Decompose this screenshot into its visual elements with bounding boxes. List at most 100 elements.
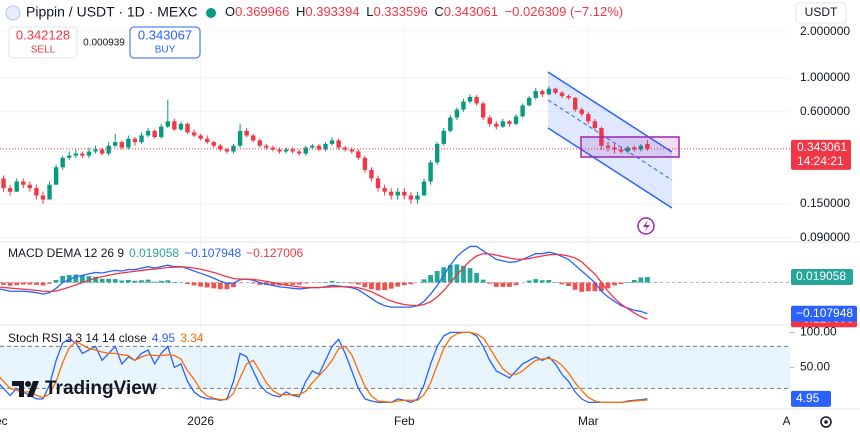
histogram-bar — [362, 282, 368, 288]
candle-body — [586, 114, 591, 122]
histogram-bar — [323, 281, 328, 283]
candle-body — [27, 184, 33, 189]
band-background — [0, 346, 790, 389]
histogram-bar — [329, 281, 335, 283]
histogram-bar — [605, 282, 611, 289]
ohlc-label: C — [434, 4, 443, 19]
candle-body — [434, 143, 440, 163]
candle-body — [99, 149, 105, 154]
candle-body — [356, 151, 361, 158]
candle-body — [53, 167, 59, 185]
ohlc-value: 0.369966 — [235, 4, 289, 19]
histogram-bar — [618, 282, 624, 284]
candle-body — [618, 149, 624, 152]
histogram-bar — [7, 282, 13, 286]
rectangle-drawing[interactable] — [580, 136, 680, 158]
candle-body — [283, 149, 289, 152]
currency-button[interactable] — [795, 2, 847, 24]
candle-body — [362, 157, 368, 170]
candle-body — [86, 151, 92, 156]
candle-body — [572, 97, 578, 110]
value-label: 4.95 — [796, 391, 820, 405]
sell-button[interactable] — [8, 26, 78, 59]
candle-body — [487, 117, 492, 124]
candle-body — [316, 145, 322, 150]
histogram-bar — [539, 280, 545, 283]
histogram-bar — [211, 282, 217, 289]
candle-body — [277, 149, 282, 152]
histogram-bar — [461, 265, 466, 283]
indicator-line — [0, 253, 648, 320]
candle-body — [303, 147, 308, 154]
histogram-bar — [296, 282, 302, 285]
candle-body — [93, 149, 98, 152]
indicator-value: 0.019058 — [129, 246, 179, 260]
value-label-box — [791, 269, 853, 286]
candle-body — [645, 143, 650, 149]
histogram-bar — [408, 282, 414, 285]
x-tick-label: Mar — [578, 414, 599, 428]
channel-upper — [547, 71, 673, 153]
candle-body — [428, 162, 433, 182]
ohlc-legend: O0.369966 H0.393394 L0.333596 C0.343061 … — [225, 4, 623, 19]
candle-body — [612, 147, 617, 150]
buy-button[interactable] — [129, 26, 201, 59]
buy-label: BUY — [155, 45, 176, 56]
change: −0.026309 (−7.12%) — [505, 4, 624, 19]
candle-body — [329, 140, 335, 144]
candle-body — [145, 130, 151, 136]
histogram-bar — [231, 282, 236, 288]
currency: USDT — [805, 5, 838, 19]
histogram-bar — [546, 279, 552, 283]
histogram-bar — [250, 282, 256, 284]
histogram-bar — [270, 282, 276, 286]
histogram-bar — [625, 281, 631, 283]
candle-body — [172, 121, 177, 130]
histogram-bar — [73, 274, 79, 283]
channel-lower — [547, 127, 673, 209]
ohlc-label: L — [366, 4, 373, 19]
candle-body — [605, 145, 611, 148]
logo-t — [12, 381, 24, 397]
histogram-bar — [171, 281, 177, 283]
histogram-bar — [191, 282, 197, 286]
histogram-bar — [283, 282, 289, 285]
histogram-bar — [553, 281, 558, 283]
histogram-bar — [20, 282, 26, 285]
histogram-bar — [401, 282, 407, 286]
candle-body — [408, 195, 414, 200]
candle-body — [382, 188, 387, 192]
histogram-bar — [454, 264, 460, 283]
candle-body — [1, 178, 6, 189]
candle-body — [34, 188, 39, 196]
symbol-icon — [5, 5, 21, 21]
candle-body — [441, 130, 446, 144]
histogram-bar — [217, 282, 223, 290]
x-tick-label: Apr — [783, 414, 802, 428]
candle-body — [638, 145, 644, 150]
histogram-bar — [572, 282, 578, 290]
histogram-bar — [585, 282, 591, 292]
histogram-bar — [592, 282, 598, 292]
histogram-bar — [474, 273, 480, 283]
histogram-bar — [60, 275, 66, 283]
candle-body — [546, 88, 552, 95]
indicator-value: 3.34 — [180, 331, 204, 345]
buy-price: 0.343067 — [138, 27, 192, 42]
candle-body — [559, 92, 565, 97]
candle-body — [448, 117, 453, 131]
candle-body — [231, 145, 236, 152]
candle-body — [21, 181, 26, 185]
histogram-bar — [447, 264, 453, 283]
candle-body — [7, 188, 13, 192]
indicator-title: Stoch RSI 3 3 14 14 close — [8, 331, 147, 345]
candle-body — [500, 121, 506, 127]
histogram-bar — [507, 282, 512, 287]
candle-body — [211, 142, 216, 146]
histogram-bar — [224, 282, 230, 290]
histogram-bar — [99, 278, 105, 283]
settings-icon[interactable] — [820, 416, 832, 428]
indicator-line — [0, 331, 648, 404]
histogram-bar — [382, 282, 388, 291]
spread: 0.000939 — [83, 38, 125, 49]
